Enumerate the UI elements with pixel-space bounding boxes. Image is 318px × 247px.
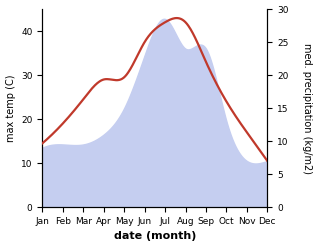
Y-axis label: max temp (C): max temp (C) (5, 74, 16, 142)
Y-axis label: med. precipitation (kg/m2): med. precipitation (kg/m2) (302, 43, 313, 174)
X-axis label: date (month): date (month) (114, 231, 196, 242)
